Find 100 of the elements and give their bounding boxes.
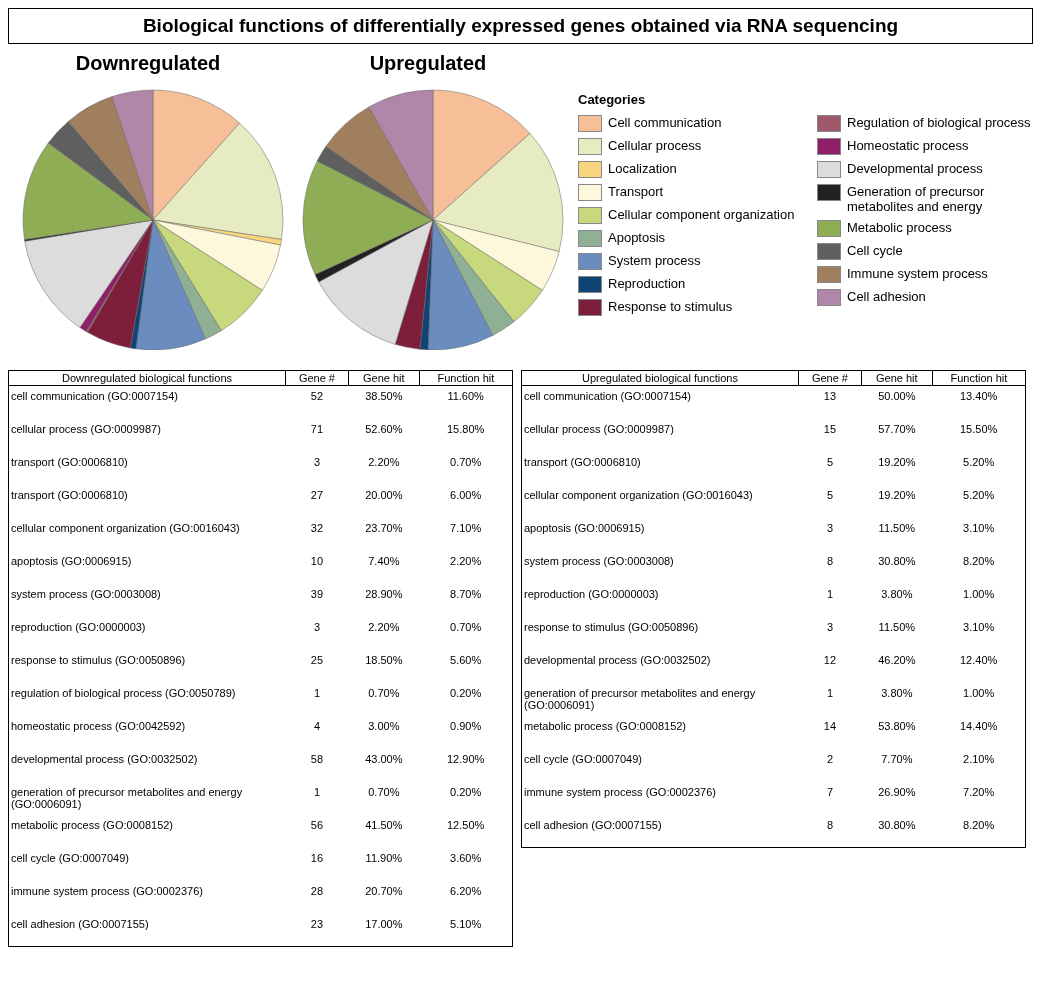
data-label: 5 xyxy=(825,487,834,503)
data-label: 38.50% xyxy=(364,389,404,404)
category-label: developmental process (GO:0032502) xyxy=(10,751,199,767)
category-label: homeostatic process (GO:0042592) xyxy=(10,718,187,734)
data-label: 0.20% xyxy=(449,685,483,701)
text: Gene # xyxy=(285,370,349,386)
data-label: 0.70% xyxy=(367,685,401,701)
data-label: 0.20% xyxy=(449,784,483,800)
data-label: 12 xyxy=(822,652,838,668)
category-label: regulation of biological process (GO:0050789) xyxy=(10,685,237,701)
data-label: 4 xyxy=(312,718,321,734)
chart-title: Upregulated xyxy=(368,52,488,76)
data-label: 28 xyxy=(309,883,325,899)
data-label: 27 xyxy=(309,487,325,503)
legend-title: Categories xyxy=(578,92,647,107)
category-label: metabolic process (GO:0008152) xyxy=(10,817,175,833)
legend-label: Developmental process xyxy=(847,161,983,176)
category-label: generation of precursor metabolites and energy (GO:0006091) xyxy=(523,685,757,713)
category-label: reproduction (GO:0000003) xyxy=(523,586,660,602)
legend-label: System process xyxy=(608,253,701,268)
data-label: 7.70% xyxy=(880,751,914,767)
text: Gene hit xyxy=(348,370,420,386)
data-label: 1 xyxy=(825,586,834,602)
data-label: 30.80% xyxy=(877,553,917,569)
data-label: 8 xyxy=(825,817,834,833)
data-label: 52.60% xyxy=(364,421,404,437)
data-label: 53.80% xyxy=(877,718,917,734)
category-label: cell cycle (GO:0007049) xyxy=(10,850,130,866)
data-label: 5.10% xyxy=(449,916,483,932)
data-label: 11.50% xyxy=(877,520,917,536)
data-label: 11.90% xyxy=(364,850,404,866)
data-label: 12.40% xyxy=(959,652,999,668)
data-label: 1.00% xyxy=(962,685,996,701)
data-label: 3.10% xyxy=(962,619,996,635)
chart-subtitle: Downregulated xyxy=(74,52,222,76)
legend-label: Cell communication xyxy=(608,115,722,130)
category-label: immune system process (GO:0002376) xyxy=(10,883,204,899)
data-label: 3.80% xyxy=(880,685,914,701)
category-label: developmental process (GO:0032502) xyxy=(523,652,712,668)
legend-label: Metabolic process xyxy=(847,220,952,235)
category-label: reproduction (GO:0000003) xyxy=(10,619,147,635)
data-label: 58 xyxy=(309,751,325,767)
data-label: 23.70% xyxy=(364,520,404,536)
category-label: generation of precursor metabolites and energy (GO:0006091) xyxy=(10,784,244,812)
data-label: 11.50% xyxy=(877,619,917,635)
data-label: 12.50% xyxy=(446,817,486,833)
data-label: 5.20% xyxy=(962,487,996,503)
legend-label: Cellular component organization xyxy=(608,207,795,222)
legend-label: Cell cycle xyxy=(847,243,903,258)
category-label: cellular component organization (GO:0016043) xyxy=(10,520,241,536)
data-label: 20.00% xyxy=(364,487,404,503)
chart-title: Biological functions of differentially expressed genes obtained via RNA sequencing xyxy=(8,8,1033,44)
data-label: 71 xyxy=(309,421,325,437)
data-label: 2.20% xyxy=(367,619,401,635)
data-label: 52 xyxy=(309,389,325,404)
category-label: cellular component organization (GO:0016043) xyxy=(523,487,754,503)
category-label: cellular process (GO:0009987) xyxy=(523,421,675,437)
legend-label: Generation of precursor metabolites and energy xyxy=(847,184,986,214)
data-label: 14.40% xyxy=(959,718,999,734)
data-label: 0.70% xyxy=(449,619,483,635)
data-label: 3.60% xyxy=(449,850,483,866)
legend-label: Regulation of biological process xyxy=(847,115,1031,130)
data-label: 23 xyxy=(309,916,325,932)
legend-label: Cell adhesion xyxy=(847,289,926,304)
category-label: cell cycle (GO:0007049) xyxy=(523,751,643,767)
data-label: 1 xyxy=(825,685,834,701)
data-label: 8.20% xyxy=(962,817,996,833)
data-label: 3 xyxy=(312,454,321,470)
data-label: 10 xyxy=(309,553,325,569)
data-label: 15 xyxy=(822,421,838,437)
data-label: 46.20% xyxy=(877,652,917,668)
data-label: 3 xyxy=(312,619,321,635)
legend-label: Apoptosis xyxy=(608,230,666,245)
category-label: apoptosis (GO:0006915) xyxy=(523,520,646,536)
category-label: response to stimulus (GO:0050896) xyxy=(523,619,700,635)
data-label: 7.40% xyxy=(367,553,401,569)
text: Function hit xyxy=(419,370,513,386)
data-label: 2.20% xyxy=(449,553,483,569)
data-label: 7 xyxy=(825,784,834,800)
data-label: 3.10% xyxy=(962,520,996,536)
data-label: 8 xyxy=(825,553,834,569)
legend-label: Cellular process xyxy=(608,138,702,153)
data-label: 56 xyxy=(309,817,325,833)
data-label: 43.00% xyxy=(364,751,404,767)
data-label: 11.60% xyxy=(446,389,485,404)
data-label: 7.20% xyxy=(962,784,996,800)
legend-label: Localization xyxy=(608,161,677,176)
legend-label: Homeostatic process xyxy=(847,138,969,153)
category-label: response to stimulus (GO:0050896) xyxy=(10,652,187,668)
category-label: metabolic process (GO:0008152) xyxy=(523,718,688,734)
data-label: 32 xyxy=(309,520,325,536)
data-label: 25 xyxy=(309,652,325,668)
category-label: immune system process (GO:0002376) xyxy=(523,784,717,800)
data-label: 0.90% xyxy=(449,718,483,734)
data-label: 14 xyxy=(822,718,838,734)
category-label: transport (GO:0006810) xyxy=(10,454,129,470)
data-label: 5 xyxy=(825,454,834,470)
data-label: 1 xyxy=(312,685,321,701)
data-label: 7.10% xyxy=(449,520,483,536)
text: Gene # xyxy=(798,370,862,386)
